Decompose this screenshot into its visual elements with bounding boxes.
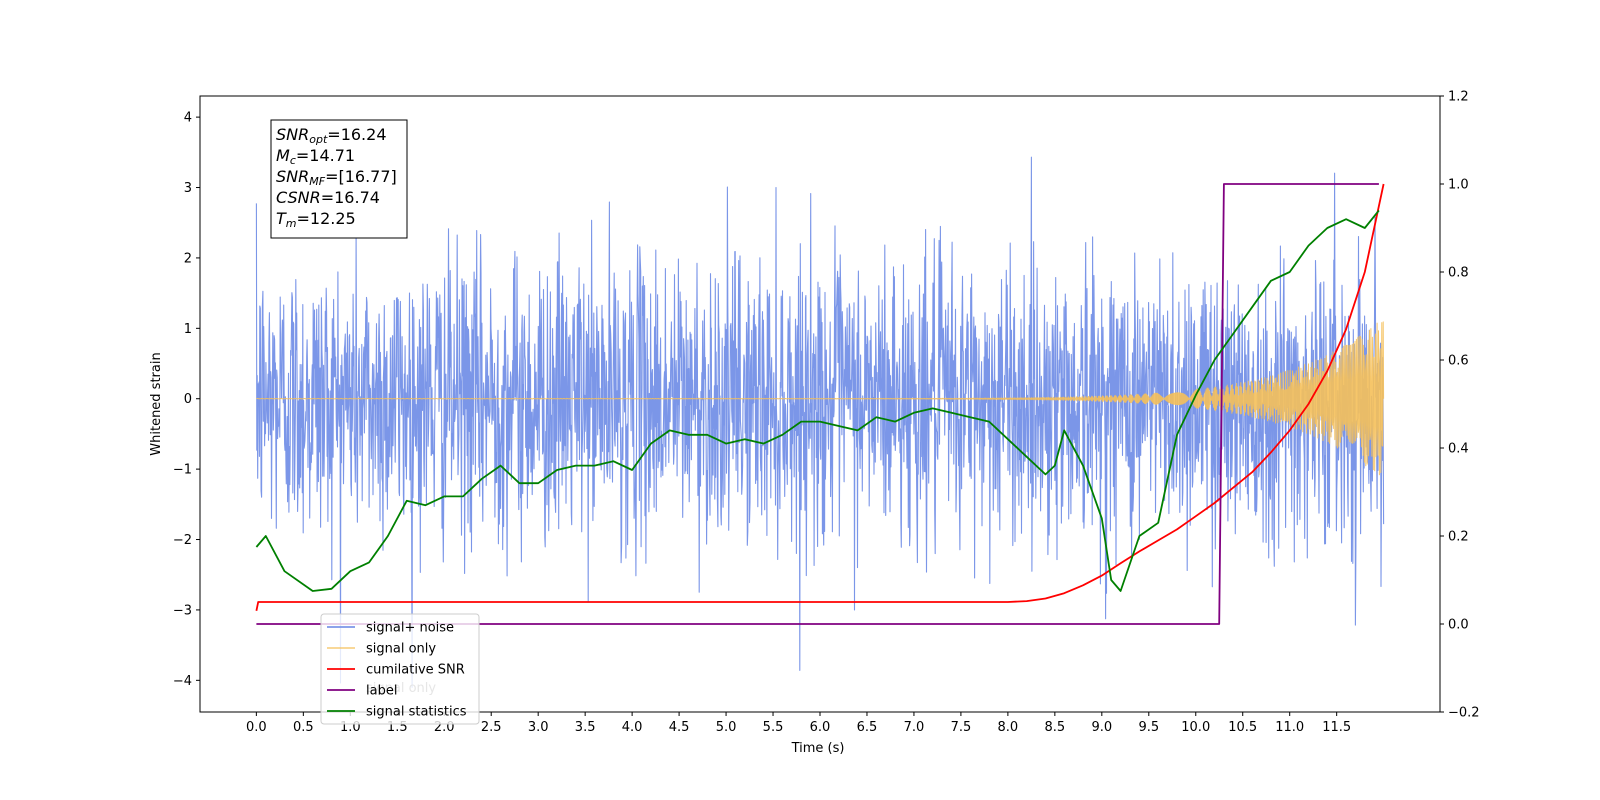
y-tick-label: 2 [184, 251, 192, 266]
x-tick-label: 4.0 [622, 720, 643, 735]
annotation-line: SNRMF=[16.77] [276, 167, 397, 188]
y2-tick-label: 0.8 [1448, 266, 1469, 281]
legend-entry-label: cumilative SNR [366, 663, 465, 678]
y-tick-label: 1 [184, 322, 192, 337]
x-tick-label: 11.0 [1275, 720, 1304, 735]
x-tick-label: 3.5 [575, 720, 596, 735]
x-tick-label: 7.5 [951, 720, 972, 735]
x-tick-label: 6.5 [857, 720, 878, 735]
legend-entry-label: signal only [366, 642, 436, 657]
annotation-line: Mc=14.71 [276, 146, 355, 167]
annotation-line: SNRopt=16.24 [276, 125, 387, 146]
x-tick-label: 10.5 [1228, 720, 1257, 735]
series-signal-only [256, 321, 1385, 476]
annotation-line: Tm=12.25 [276, 209, 356, 230]
x-tick-label: 5.0 [716, 720, 737, 735]
legend-ghost-label: signal only [366, 681, 436, 696]
x-tick-label: 6.0 [810, 720, 831, 735]
series-label [256, 183, 1379, 625]
y-tick-label: 3 [184, 181, 192, 196]
y-tick-label: 4 [184, 111, 192, 126]
y-axis-left: −4 −3 −2 −1 0 1 2 3 4 [173, 111, 200, 689]
x-axis: 0.0 0.5 1.0 1.5 2.0 2.5 3.0 3.5 4.0 4.5 5.0 5.5 6.0 6… [246, 712, 1351, 735]
y2-tick-label: 0.4 [1448, 442, 1469, 457]
legend-entry-label: signal+ noise [366, 621, 454, 636]
y-tick-label: −2 [173, 533, 192, 548]
x-axis-label: Time (s) [791, 741, 845, 756]
x-tick-label: 10.0 [1181, 720, 1210, 735]
y-tick-label: −4 [173, 674, 192, 689]
plot-area [255, 156, 1385, 688]
y-tick-label: −1 [173, 463, 192, 478]
y2-tick-label: −0.2 [1448, 706, 1480, 721]
legend-entry-label: signal statistics [366, 705, 467, 720]
legend-frame [320, 613, 480, 725]
y2-tick-label: 0.6 [1448, 354, 1469, 369]
annotation-line: CSNR=16.74 [276, 188, 380, 207]
legend-entry-label: label [366, 684, 397, 699]
y2-tick-label: 0.0 [1448, 618, 1469, 633]
x-tick-label: 7.0 [904, 720, 925, 735]
x-tick-label: 3.0 [528, 720, 549, 735]
series-signal-statistics [255, 209, 1380, 592]
series-cumilative-snr [255, 183, 1385, 611]
y-axis-right: −0.2 0.0 0.2 0.4 0.6 0.8 1.0 1.2 [1440, 90, 1480, 721]
y-tick-label: 0 [184, 392, 192, 407]
legend: signal only signal+ noise signal only cumil… [320, 613, 480, 725]
stats-annotation-box: SNRopt=16.24Mc=14.71SNRMF=[16.77]CSNR=16… [270, 119, 408, 239]
y2-tick-label: 1.0 [1448, 178, 1469, 193]
y2-tick-label: 0.2 [1448, 530, 1469, 545]
x-tick-label: 8.0 [998, 720, 1019, 735]
x-tick-label: 0.5 [293, 720, 314, 735]
x-tick-label: 11.5 [1322, 720, 1351, 735]
x-tick-label: 5.5 [763, 720, 784, 735]
x-tick-label: 9.5 [1138, 720, 1159, 735]
y-axis-label: Whitened strain [149, 352, 164, 455]
annotation-frame [270, 119, 408, 239]
x-tick-label: 9.0 [1091, 720, 1112, 735]
y-tick-label: −3 [173, 603, 192, 618]
x-tick-label: 2.5 [481, 720, 502, 735]
x-tick-label: 0.0 [246, 720, 267, 735]
y2-tick-label: 1.2 [1448, 90, 1469, 105]
x-tick-label: 4.5 [669, 720, 690, 735]
x-tick-label: 8.5 [1045, 720, 1066, 735]
